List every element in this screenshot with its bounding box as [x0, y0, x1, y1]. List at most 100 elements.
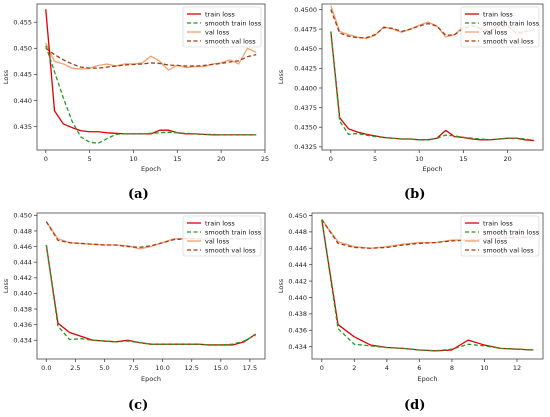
y-tick-label: 0.438	[288, 310, 307, 318]
series-line-smooth-train-loss	[330, 31, 535, 142]
y-tick-label: 0.4425	[294, 65, 317, 73]
x-tick-label: 15	[459, 155, 467, 163]
plot-frame	[321, 3, 544, 151]
x-tick-label: 15	[173, 155, 181, 163]
legend-label: smooth train loss	[205, 19, 262, 27]
y-tick-label: 0.435	[13, 123, 32, 131]
legend-label: smooth train loss	[483, 228, 540, 236]
y-tick-label: 0.4475	[294, 25, 317, 33]
x-tick-label: 12.5	[184, 364, 198, 372]
x-tick-label: 0	[329, 155, 333, 163]
plot-frame	[36, 3, 266, 151]
chart-panel-a: 0 5 10 15 20 25 0.435 0.440 0.445 0.450 0.455 Epoch…	[0, 0, 275, 182]
legend-label: smooth val loss	[205, 37, 256, 45]
y-tick-label: 0.442	[288, 277, 307, 285]
series-line-smooth-val-loss	[45, 221, 256, 248]
y-tick-label: 0.434	[13, 337, 32, 345]
chart-b: 0 5 10 15 20 0.4325 0.4350 0.4375 0.4400 0.4425 0.…	[277, 3, 544, 173]
x-tick-label: 10	[129, 155, 137, 163]
y-tick-label: 0.448	[288, 228, 307, 236]
x-tick-label: 8	[450, 364, 454, 372]
x-tick-label: 10	[480, 364, 488, 372]
y-tick-label: 0.442	[13, 274, 32, 282]
legend-label: val loss	[483, 28, 508, 36]
x-tick-label: 10.0	[155, 364, 169, 372]
series-line-smooth-train-loss	[45, 244, 256, 346]
y-axis-label: Loss	[2, 69, 10, 84]
plot-frame	[311, 212, 544, 360]
y-tick-label: 0.446	[288, 245, 307, 253]
legend-label: train loss	[483, 10, 513, 18]
legend-box	[182, 215, 262, 257]
series-line-train-loss	[330, 31, 535, 142]
x-axis-label: Epoch	[423, 165, 443, 173]
chart-panel-d: 0 2 4 6 8 10 12 0.434 0.436 0.438 0.440 0.442 0.444 0…	[275, 207, 550, 393]
series-line-smooth-train-loss	[45, 45, 257, 144]
legend-label: smooth val loss	[483, 37, 534, 45]
x-tick-label: 5	[88, 155, 92, 163]
legend-label: train loss	[483, 219, 513, 227]
caption-a: (a)	[128, 187, 149, 202]
y-tick-label: 0.4400	[294, 84, 317, 92]
y-tick-label: 0.440	[13, 290, 32, 298]
legend-label: smooth val loss	[483, 246, 534, 254]
y-tick-label: 0.445	[13, 71, 32, 79]
y-tick-label: 0.4375	[294, 104, 317, 112]
chart-a: 0 5 10 15 20 25 0.435 0.440 0.445 0.450 0.455 Epoch…	[2, 3, 269, 173]
y-tick-label: 0.444	[13, 258, 32, 266]
x-axis-label: Epoch	[418, 375, 438, 383]
legend-label: val loss	[483, 237, 508, 245]
y-tick-label: 0.434	[288, 343, 307, 351]
x-tick-label: 4	[385, 364, 389, 372]
x-tick-label: 20	[217, 155, 225, 163]
x-tick-label: 6	[417, 364, 421, 372]
y-tick-label: 0.438	[13, 305, 32, 313]
series-line-train-loss	[321, 219, 534, 352]
legend-box	[182, 6, 262, 48]
y-tick-label: 0.4500	[294, 6, 317, 14]
x-tick-label: 7.5	[128, 364, 138, 372]
y-tick-label: 0.4325	[294, 143, 317, 151]
y-tick-label: 0.4350	[294, 124, 317, 132]
y-tick-label: 0.446	[13, 243, 32, 251]
caption-c: (c)	[128, 398, 149, 413]
x-tick-label: 2.5	[70, 364, 80, 372]
chart-d: 0 2 4 6 8 10 12 0.434 0.436 0.438 0.440 0.442 0.444 0…	[277, 212, 544, 383]
legend-box	[460, 6, 540, 48]
x-tick-label: 0	[44, 155, 48, 163]
series-line-val-loss	[45, 42, 257, 71]
x-axis-label: Epoch	[141, 375, 161, 383]
x-tick-label: 15.0	[214, 364, 228, 372]
y-tick-label: 0.448	[13, 227, 32, 235]
y-axis-label: Loss	[2, 278, 10, 293]
legend-label: val loss	[205, 28, 230, 36]
y-tick-label: 0.436	[288, 327, 307, 335]
x-tick-label: 25	[261, 155, 269, 163]
x-tick-label: 10	[415, 155, 423, 163]
y-tick-label: 0.444	[288, 261, 307, 269]
y-tick-label: 0.450	[13, 45, 32, 53]
legend-label: smooth val loss	[205, 246, 256, 254]
y-axis-label: Loss	[277, 278, 285, 293]
legend-box	[460, 215, 540, 257]
y-tick-label: 0.440	[288, 294, 307, 302]
caption-d: (d)	[404, 398, 426, 413]
x-tick-label: 2	[352, 364, 356, 372]
x-tick-label: 5.0	[99, 364, 109, 372]
y-tick-label: 0.4450	[294, 45, 317, 53]
x-tick-label: 12	[513, 364, 521, 372]
x-tick-label: 20	[503, 155, 511, 163]
plot-frame	[36, 212, 266, 360]
y-tick-label: 0.455	[13, 19, 32, 27]
x-tick-label: 17.5	[243, 364, 257, 372]
legend-label: train loss	[205, 10, 235, 18]
legend-label: val loss	[205, 237, 230, 245]
legend-label: smooth train loss	[205, 228, 262, 236]
caption-b: (b)	[404, 187, 426, 202]
series-line-smooth-val-loss	[330, 9, 535, 39]
legend-label: smooth train loss	[483, 19, 540, 27]
series-line-smooth-val-loss	[45, 47, 257, 69]
chart-panel-b: 0 5 10 15 20 0.4325 0.4350 0.4375 0.4400 0.4425 0.…	[275, 0, 550, 182]
x-tick-label: 0	[320, 364, 324, 372]
chart-c: 0.0 2.5 5.0 7.5 10.0 12.5 15.0 17.5 0.434 0.436 0.…	[2, 212, 266, 383]
